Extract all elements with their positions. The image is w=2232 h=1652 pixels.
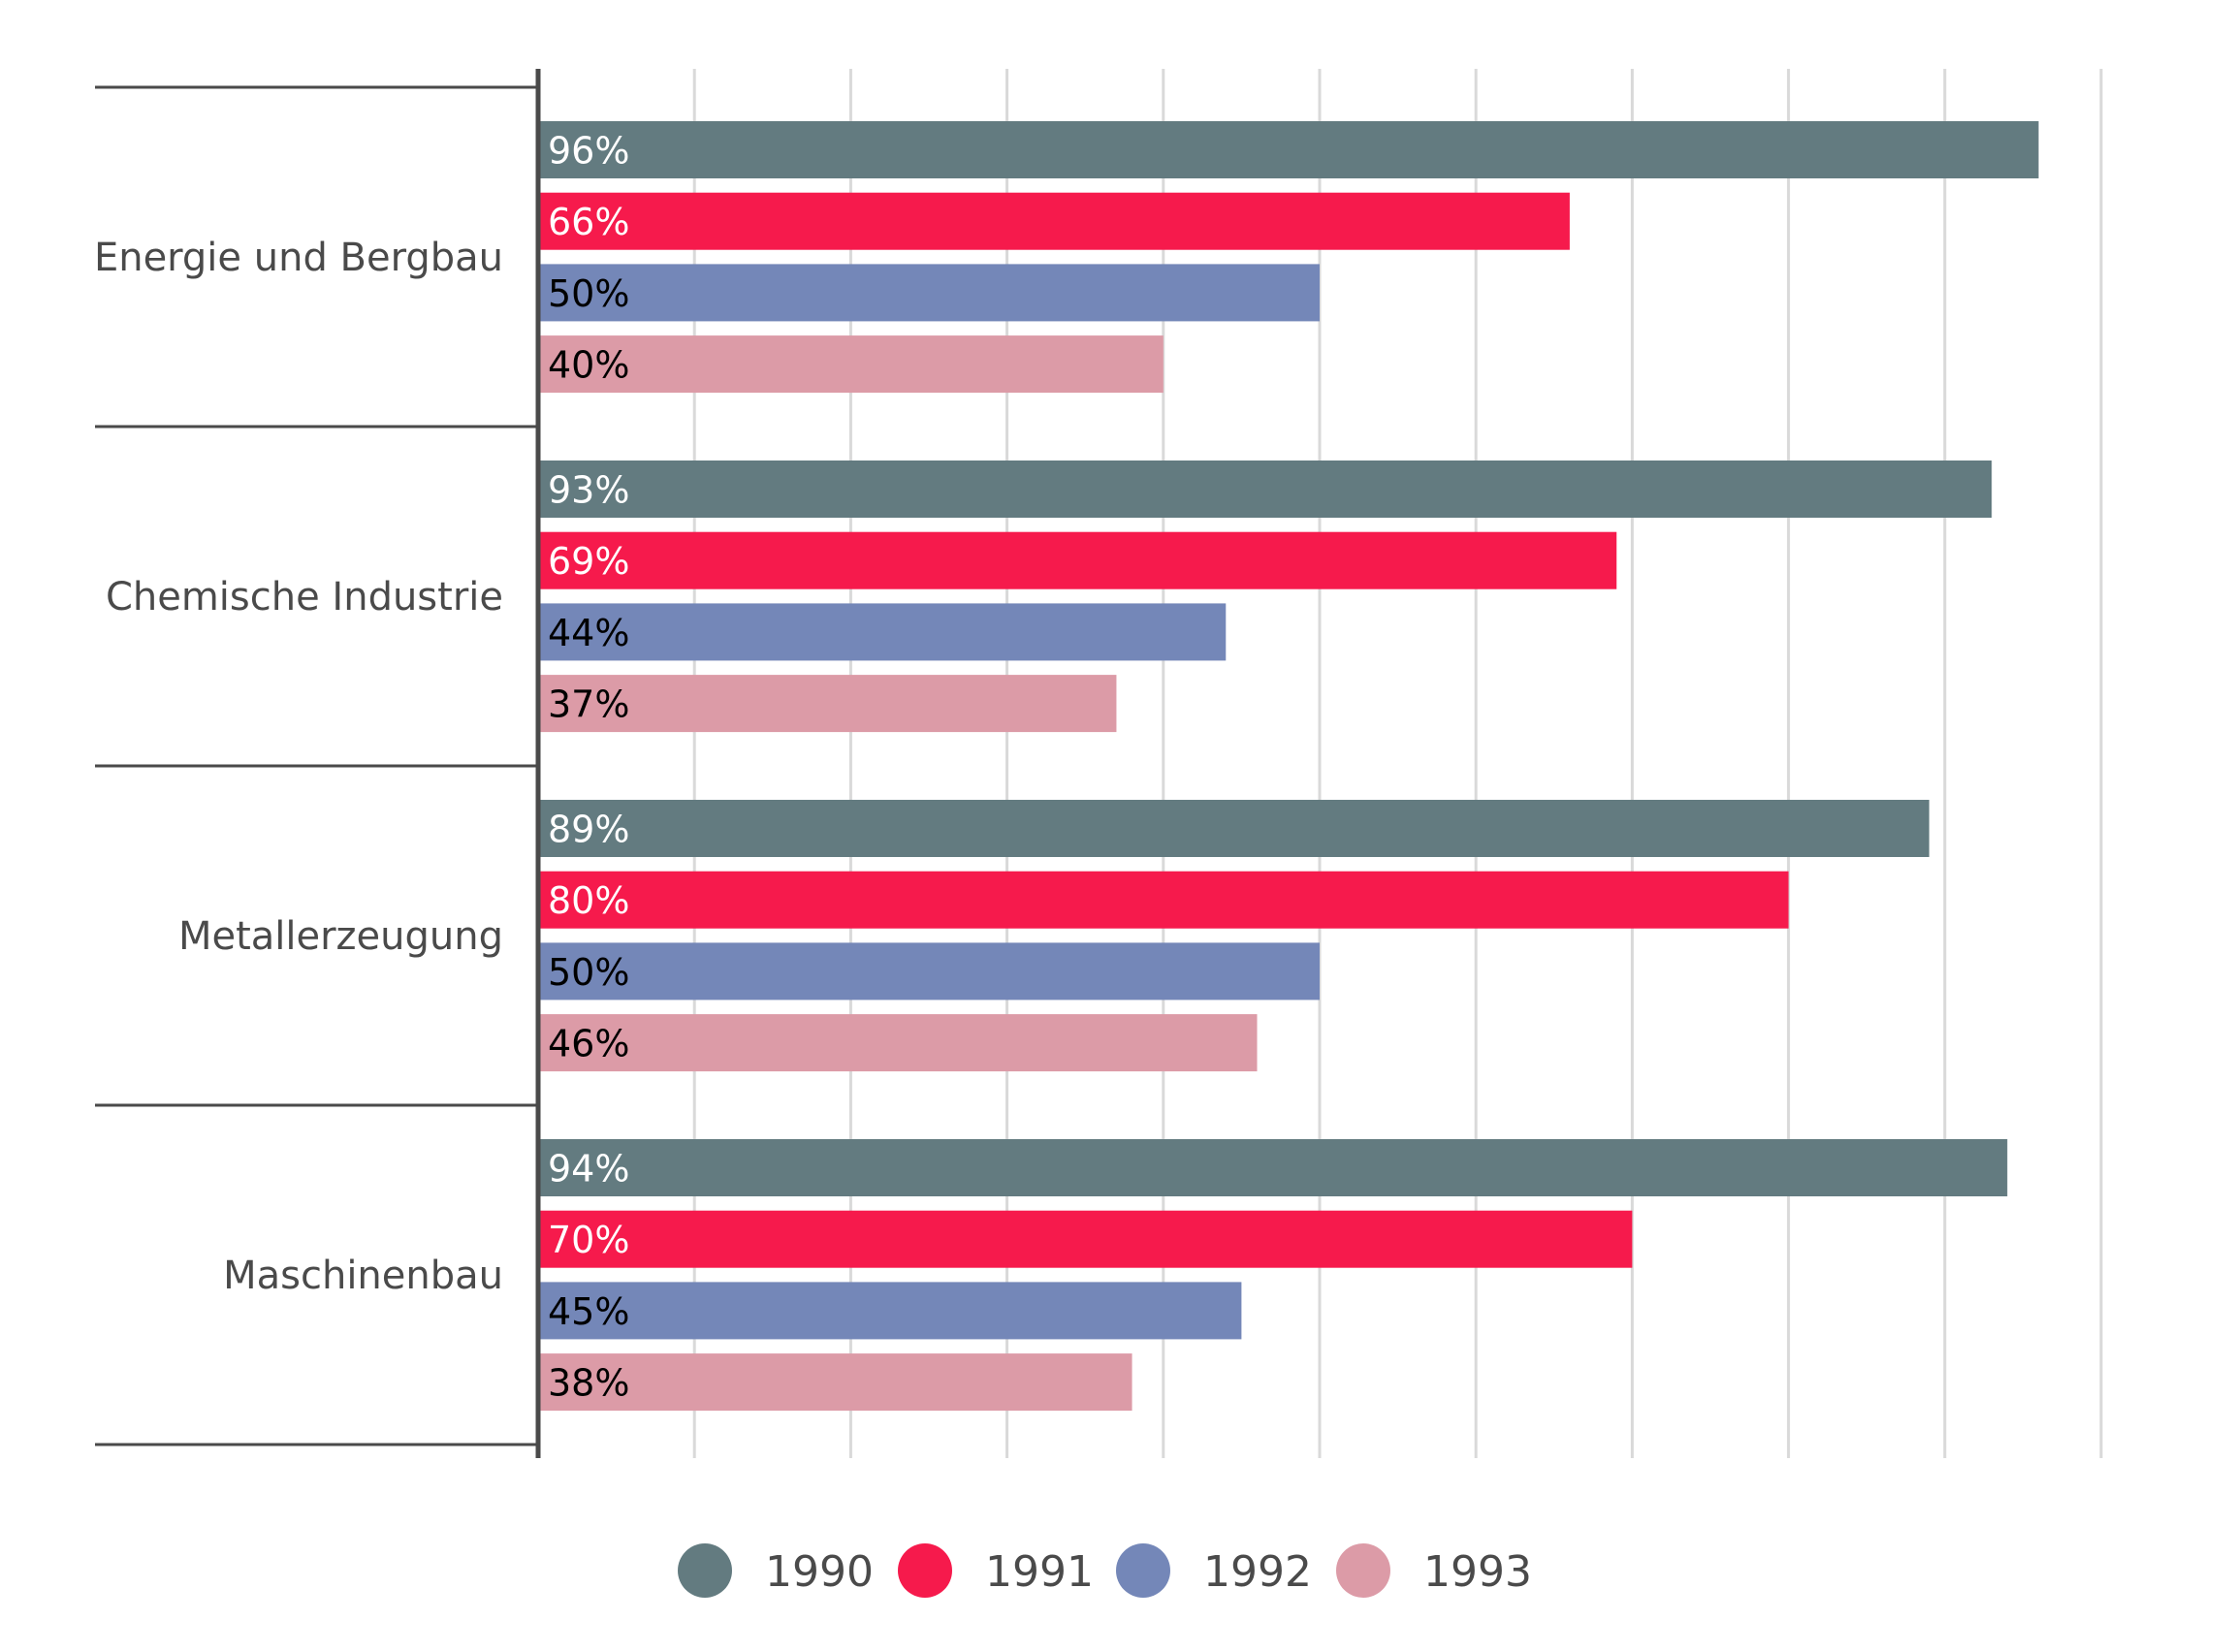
bar-value-label: 50%	[548, 272, 629, 315]
category-label: Metallerzeugung	[178, 914, 503, 959]
bar-1992	[538, 942, 1320, 1001]
bar-value-label: 96%	[548, 130, 629, 173]
bar-1993	[538, 1353, 1132, 1412]
bar-1992	[538, 1282, 1242, 1340]
bar-value-label: 50%	[548, 951, 629, 994]
bar-1990	[538, 800, 1929, 857]
legend-label-1992: 1992	[1203, 1547, 1312, 1597]
category-label: Chemische Industrie	[106, 575, 503, 620]
bar-value-label: 46%	[548, 1023, 629, 1065]
bar-1993	[538, 1014, 1258, 1072]
bar-1992	[538, 603, 1227, 661]
bar-1991	[538, 1210, 1633, 1268]
bar-1991	[538, 531, 1617, 589]
bar-value-label: 89%	[548, 809, 629, 851]
bar-1993	[538, 335, 1164, 394]
legend-marker-1993	[1336, 1543, 1390, 1598]
bars: 96% 66% 50% 40% 93% 69% 44% 37% 89% 80% 50% 46% 94% 7…	[538, 121, 2039, 1412]
bar-1992	[538, 264, 1320, 322]
bar-1990	[538, 461, 1993, 518]
category-label: Energie und Bergbau	[94, 236, 503, 280]
legend-label-1991: 1991	[985, 1547, 1094, 1597]
bar-1993	[538, 675, 1117, 733]
bar-value-label: 45%	[548, 1290, 629, 1333]
category-labels: Energie und Bergbau Chemische Industrie Me…	[94, 236, 503, 1298]
bar-value-label: 70%	[548, 1219, 629, 1261]
legend-label-1990: 1990	[765, 1547, 874, 1597]
legend-label-1993: 1993	[1423, 1547, 1532, 1597]
bar-1990	[538, 121, 2039, 178]
legend-marker-1990	[678, 1543, 732, 1598]
bar-value-label: 69%	[548, 540, 629, 583]
bar-value-label: 94%	[548, 1148, 629, 1191]
bar-value-label: 44%	[548, 612, 629, 654]
legend-marker-1992	[1116, 1543, 1170, 1598]
legend: 1990 1991 1992 1993	[678, 1543, 1532, 1598]
bar-value-label: 37%	[548, 683, 629, 726]
category-label: Maschinenbau	[223, 1254, 503, 1298]
bar-value-label: 38%	[548, 1362, 629, 1405]
category-separators	[95, 85, 538, 1446]
bar-1991	[538, 871, 1789, 929]
bar-value-label: 93%	[548, 469, 629, 512]
bar-value-label: 66%	[548, 201, 629, 243]
bar-1991	[538, 192, 1570, 250]
legend-marker-1991	[898, 1543, 952, 1598]
bar-value-label: 40%	[548, 344, 629, 387]
bar-value-label: 80%	[548, 879, 629, 922]
bar-1990	[538, 1139, 2008, 1196]
